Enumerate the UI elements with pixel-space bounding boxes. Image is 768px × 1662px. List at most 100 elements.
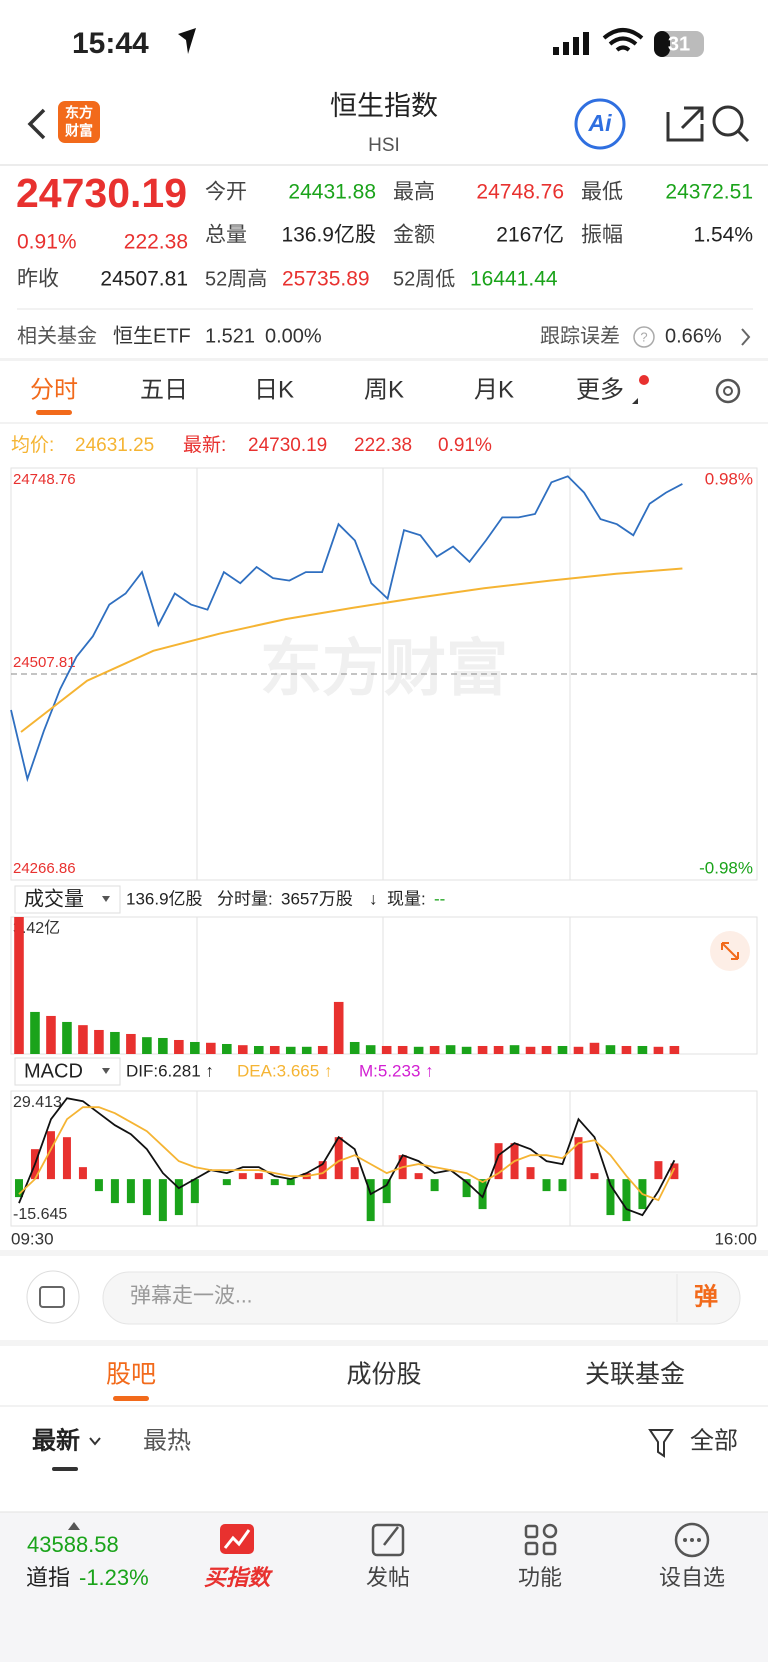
period-label: 分时量:: [217, 889, 273, 908]
label: 金额: [393, 224, 435, 247]
danmu-toggle[interactable]: [26, 1270, 80, 1324]
help-icon[interactable]: [633, 326, 655, 348]
value: 24431.88: [288, 181, 376, 204]
macd-bar: [174, 1179, 183, 1216]
tab[interactable]: 更多: [576, 376, 624, 403]
buy-label[interactable]: 买指数: [204, 1565, 273, 1590]
volume-bar: [78, 1025, 88, 1054]
macd-bar: [606, 1179, 615, 1216]
volume-bar: [110, 1031, 120, 1054]
dea-label: DEA:3.665 ↑: [237, 1061, 332, 1080]
volume-bar: [589, 1042, 600, 1054]
value: 2167亿: [496, 224, 564, 247]
y-tick-label: 24748.76: [13, 471, 76, 488]
badge-dot: [639, 375, 649, 385]
tab[interactable]: 五日: [140, 376, 188, 403]
macd-bar: [254, 1173, 263, 1180]
post-label[interactable]: 发帖: [366, 1565, 410, 1590]
func-icon[interactable]: [524, 1523, 558, 1556]
volume-bar: [557, 1045, 568, 1054]
volume-bar: [46, 1015, 56, 1054]
volume-bar: [206, 1042, 216, 1054]
volume-bar: [317, 1045, 328, 1054]
macd-bar: [558, 1179, 567, 1192]
logo-text: 财富: [64, 123, 93, 139]
tab[interactable]: 周K: [364, 376, 404, 403]
search-button[interactable]: [712, 105, 744, 137]
settings-button[interactable]: [715, 378, 741, 404]
sort-hot[interactable]: 最热: [143, 1427, 191, 1454]
x-tick-label: 16:00: [714, 1229, 757, 1248]
chevron: [741, 328, 751, 346]
change: 222.38: [124, 231, 188, 254]
volume-bar: [365, 1045, 376, 1054]
volume-bar: [301, 1046, 312, 1054]
value: 136.9亿股: [281, 224, 376, 247]
post-icon[interactable]: [371, 1523, 405, 1557]
tab[interactable]: 月K: [474, 376, 514, 403]
tab-arrow: [632, 398, 638, 404]
macd-bar: [414, 1173, 423, 1180]
macd-bar: [670, 1163, 679, 1180]
buy-icon[interactable]: [220, 1524, 254, 1554]
macd-bar: [14, 1179, 23, 1198]
sort-underline: [52, 1467, 78, 1471]
battery-text: 31: [668, 33, 690, 55]
send-danmu[interactable]: 弹: [694, 1283, 718, 1310]
ai-button[interactable]: [574, 98, 626, 150]
macd-bar: [622, 1179, 631, 1222]
value: 16441.44: [470, 268, 558, 291]
macd-bar: [462, 1179, 471, 1198]
volume-bar: [413, 1046, 424, 1054]
status-time: 15:44: [72, 27, 149, 60]
fund-row[interactable]: 相关基金 恒生ETF 1.521 0.00% 跟踪误差 ? 0.66%: [17, 324, 751, 348]
latest-pct: 0.91%: [438, 435, 492, 456]
macd-title: MACD: [24, 1060, 83, 1082]
share-button[interactable]: [666, 106, 704, 142]
macd-bar: [78, 1167, 87, 1180]
ai-text: Ai: [588, 110, 613, 136]
sort-latest[interactable]: 最新: [32, 1426, 80, 1454]
tab[interactable]: 日K: [254, 376, 294, 403]
y-tick-label: 29.413: [13, 1094, 62, 1111]
macd-bar: [142, 1179, 151, 1216]
wifi-icon: [602, 28, 644, 52]
tab-active[interactable]: 分时: [30, 376, 78, 403]
avg-label: 均价:: [11, 434, 54, 456]
volume-bar: [493, 1045, 504, 1054]
macd-selector[interactable]: [14, 1057, 121, 1086]
volume-bar: [333, 1001, 344, 1054]
macd-bar: [526, 1167, 535, 1180]
volume-bar: [142, 1037, 152, 1054]
volume-bar: [621, 1045, 632, 1054]
logo[interactable]: [58, 101, 100, 143]
volume-bar: [158, 1037, 168, 1054]
filter-icon[interactable]: [648, 1429, 674, 1458]
price: 24730.19: [16, 170, 187, 216]
value: 25735.89: [282, 268, 370, 291]
dow-value[interactable]: 43588.58: [27, 1532, 119, 1557]
volume-bar: [509, 1045, 520, 1054]
tab[interactable]: 成份股: [346, 1361, 421, 1389]
volume-total: 136.9亿股: [126, 889, 203, 908]
watch-label[interactable]: 设自选: [659, 1565, 725, 1590]
tab-active[interactable]: 股吧: [106, 1361, 156, 1389]
battery-level: [654, 31, 670, 57]
volume-selector[interactable]: [14, 885, 121, 914]
watch-icon[interactable]: [674, 1522, 710, 1558]
volume-bar: [349, 1041, 360, 1054]
macd-bar: [222, 1179, 231, 1186]
filter-all[interactable]: 全部: [690, 1427, 738, 1454]
macd-bar: [382, 1179, 391, 1204]
comment-input[interactable]: [102, 1271, 741, 1325]
volume-bar: [30, 1011, 40, 1054]
back-button[interactable]: [27, 108, 46, 140]
func-label[interactable]: 功能: [518, 1565, 562, 1590]
macd-bar: [494, 1143, 503, 1180]
tab[interactable]: 关联基金: [585, 1361, 685, 1389]
label: 振幅: [581, 224, 623, 247]
x-tick-label: 09:30: [11, 1229, 54, 1248]
latest-label: 最新:: [183, 434, 226, 456]
macd-bar: [46, 1131, 55, 1180]
